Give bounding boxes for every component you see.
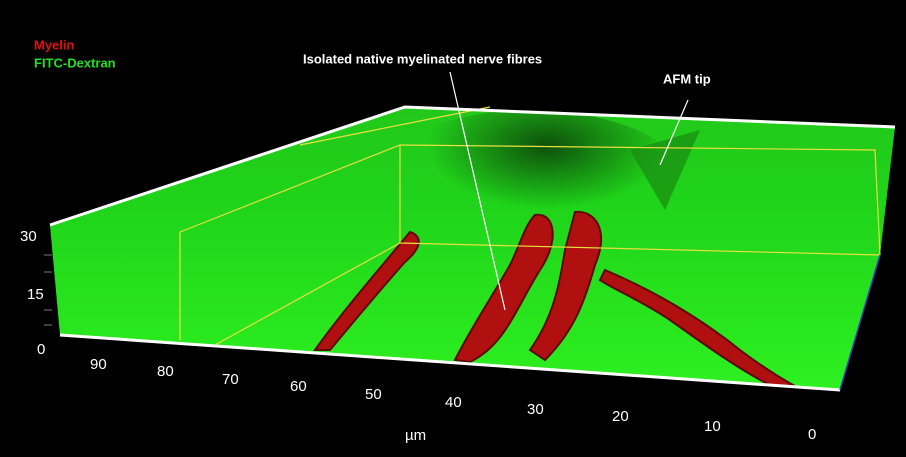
x-tick-label: 90 <box>90 356 107 373</box>
x-tick-label: 70 <box>222 371 239 388</box>
x-tick-label: 0 <box>808 426 816 443</box>
x-tick-label: 20 <box>612 408 629 425</box>
z-tick-label: 15 <box>27 286 44 303</box>
z-tick-label: 30 <box>20 228 37 245</box>
microscopy-render: Myelin FITC-Dextran Isolated native myel… <box>0 0 906 457</box>
x-tick-label: 50 <box>365 386 382 403</box>
x-axis-label: µm <box>405 427 426 444</box>
x-tick-label: 60 <box>290 378 307 395</box>
legend-label: FITC-Dextran <box>34 55 116 70</box>
legend-label: Myelin <box>34 37 75 52</box>
annotation: Isolated native myelinated nerve fibres <box>303 51 542 66</box>
x-tick-label: 80 <box>157 363 174 380</box>
x-tick-label: 30 <box>527 401 544 418</box>
annotation: AFM tip <box>663 71 711 86</box>
x-tick-label: 40 <box>445 394 462 411</box>
x-tick-label: 10 <box>704 418 721 435</box>
z-tick-label: 0 <box>37 341 45 358</box>
